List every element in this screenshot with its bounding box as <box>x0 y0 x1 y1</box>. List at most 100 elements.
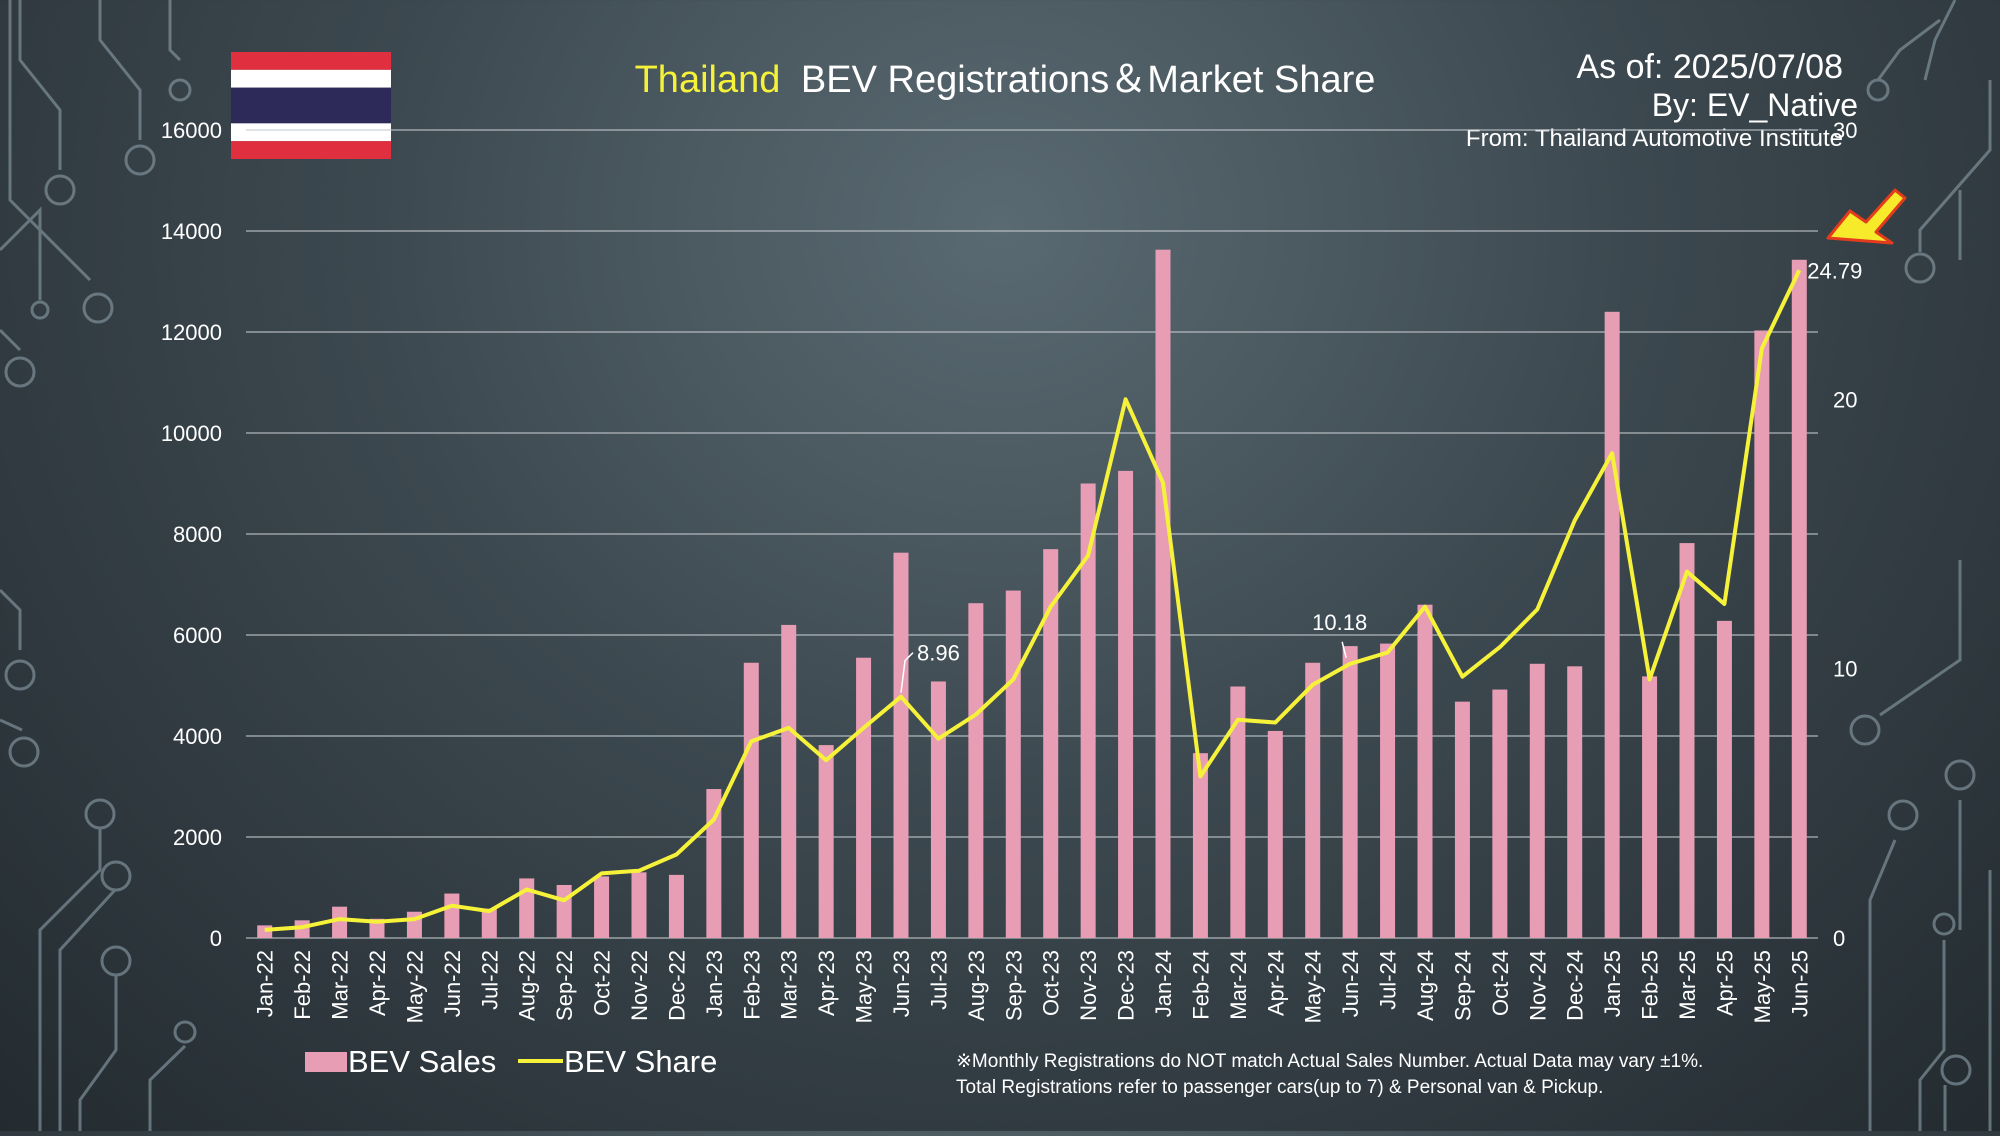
bar <box>893 552 909 938</box>
bar <box>1642 676 1658 938</box>
x-tick-label: Dec-23 <box>1114 950 1139 1021</box>
x-tick-label: Jan-23 <box>702 950 727 1017</box>
bar <box>818 745 834 938</box>
bar <box>1342 646 1358 938</box>
bar <box>781 624 797 938</box>
x-tick-label: Apr-24 <box>1263 950 1288 1016</box>
left-tick-label: 14000 <box>161 219 222 244</box>
x-tick-label: Mar-23 <box>777 950 802 1020</box>
flag-stripe <box>231 87 391 124</box>
x-tick-label: Apr-25 <box>1712 950 1737 1016</box>
bar <box>1192 753 1208 938</box>
gridlines <box>246 129 1818 939</box>
data-label: 24.79 <box>1807 258 1862 283</box>
x-tick-label: Oct-23 <box>1039 950 1064 1016</box>
bar <box>930 681 946 938</box>
x-tick-label: Sep-22 <box>552 950 577 1021</box>
x-tick-label: Nov-23 <box>1076 950 1101 1021</box>
x-tick-label: Jan-25 <box>1600 950 1625 1017</box>
x-tick-label: May-25 <box>1750 950 1775 1023</box>
x-tick-label: May-24 <box>1301 950 1326 1023</box>
bar <box>1080 483 1096 938</box>
bar <box>968 603 984 938</box>
x-tick-label: Mar-22 <box>328 950 353 1020</box>
thailand-flag <box>231 52 391 159</box>
bar <box>743 662 759 938</box>
bar <box>1005 590 1021 938</box>
line-series-bev-share <box>264 269 1802 932</box>
legend-bar-label: BEV Sales <box>348 1044 496 1079</box>
bar <box>668 874 684 938</box>
left-tick-label: 2000 <box>173 825 222 850</box>
bar <box>1417 604 1433 938</box>
x-tick-label: Jul-24 <box>1376 950 1401 1010</box>
bar <box>1529 663 1545 938</box>
right-y-axis: 0 10 20 30 <box>1833 118 1857 951</box>
x-tick-label: Dec-22 <box>664 950 689 1021</box>
flag-stripe <box>231 69 391 88</box>
bar <box>856 657 872 938</box>
x-axis: Jan-22 Feb-22 Mar-22 Apr-22 May-22 Jun-22 Jul-… <box>253 950 1813 1023</box>
bar <box>1454 701 1470 938</box>
x-tick-label: Aug-23 <box>964 950 989 1021</box>
x-tick-label: Sep-23 <box>1001 950 1026 1021</box>
flag-stripe <box>231 141 391 159</box>
x-tick-label: May-22 <box>402 950 427 1023</box>
x-tick-label: Jan-22 <box>253 950 278 1017</box>
bar <box>706 789 722 938</box>
bar <box>631 872 647 938</box>
bar <box>257 925 273 938</box>
x-tick-label: Jun-24 <box>1338 950 1363 1017</box>
title-rest: BEV Registrations＆Market Share <box>801 59 1375 101</box>
x-tick-label: Nov-24 <box>1525 950 1550 1021</box>
bar <box>1380 643 1396 938</box>
leader-line <box>1341 641 1347 659</box>
bar <box>1791 259 1807 938</box>
data-labels: 8.96 10.18 24.79 <box>900 258 1862 693</box>
x-tick-label: Jun-22 <box>440 950 465 1017</box>
x-tick-label: Jun-23 <box>889 950 914 1017</box>
title-country: Thailand <box>635 59 781 101</box>
bar <box>1305 662 1321 938</box>
x-tick-label: Dec-24 <box>1563 950 1588 1021</box>
bar <box>1567 666 1583 938</box>
leader-line <box>900 652 914 693</box>
source-label: From: Thailand Automotive Institute <box>1466 125 1843 152</box>
bar <box>1230 686 1246 938</box>
x-tick-label: Nov-22 <box>627 950 652 1021</box>
footnote-line-1: ※Monthly Registrations do NOT match Actu… <box>956 1051 1703 1072</box>
x-tick-label: Jan-24 <box>1151 950 1176 1017</box>
bar <box>1155 249 1171 938</box>
x-tick-label: Jul-23 <box>926 950 951 1010</box>
as-of-label: As of: 2025/07/08 <box>1576 48 1843 86</box>
bar <box>369 918 385 938</box>
x-tick-label: Mar-25 <box>1675 950 1700 1020</box>
bar <box>1754 330 1770 938</box>
right-tick-label: 30 <box>1833 118 1857 143</box>
bar <box>1679 543 1695 938</box>
chart-title: Thailand BEV Registrations＆Market Share <box>635 59 1376 101</box>
bar <box>556 884 572 938</box>
x-tick-label: Feb-25 <box>1638 950 1663 1020</box>
right-tick-label: 20 <box>1833 387 1857 412</box>
left-y-axis: 0 2000 4000 6000 8000 10000 12000 14000 16000 <box>161 118 222 951</box>
bar <box>1716 620 1732 938</box>
bar <box>1118 470 1134 938</box>
x-tick-label: Oct-22 <box>590 950 615 1016</box>
x-tick-label: May-23 <box>852 950 877 1023</box>
arrow-icon <box>1826 188 1907 245</box>
x-tick-label: Feb-22 <box>290 950 315 1020</box>
footnote-line-2: Total Registrations refer to passenger c… <box>956 1077 1603 1098</box>
legend: BEV Sales BEV Share <box>305 1044 717 1079</box>
data-label: 8.96 <box>917 641 960 666</box>
bar <box>444 893 460 938</box>
x-tick-label: Apr-23 <box>814 950 839 1016</box>
bar <box>1267 730 1283 938</box>
by-label: By: EV_Native <box>1652 87 1858 123</box>
flag-stripe <box>231 52 391 70</box>
x-tick-label: Jul-22 <box>477 950 502 1010</box>
legend-bar-swatch <box>305 1052 347 1072</box>
